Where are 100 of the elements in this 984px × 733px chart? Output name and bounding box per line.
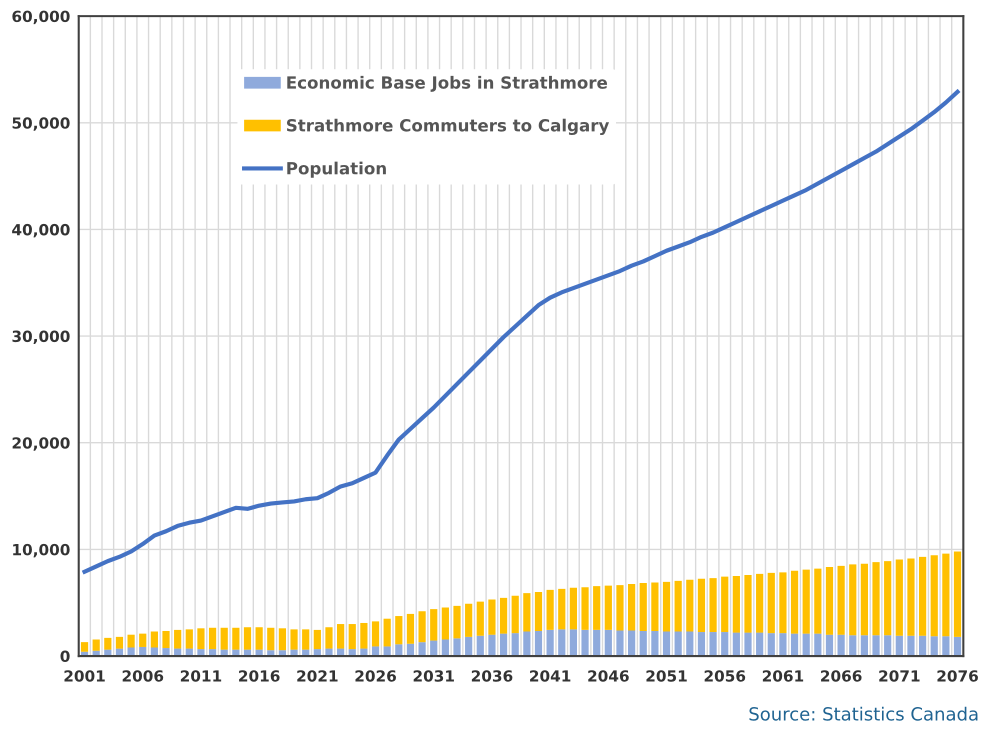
- bar: [80, 642, 88, 652]
- bar: [930, 636, 938, 656]
- bar: [500, 634, 508, 656]
- bar: [790, 570, 798, 634]
- bar: [942, 636, 950, 656]
- bar: [418, 642, 426, 656]
- bar: [918, 556, 926, 636]
- bar: [208, 628, 216, 650]
- bar: [814, 634, 822, 656]
- bar: [278, 628, 286, 650]
- bar: [290, 629, 298, 650]
- bar: [709, 632, 717, 656]
- bar: [488, 634, 496, 656]
- bar: [465, 604, 472, 637]
- bar: [116, 636, 124, 649]
- x-tick-label: 2061: [762, 670, 804, 682]
- bar: [174, 630, 182, 649]
- x-tick-label: 2031: [414, 670, 454, 682]
- bar: [732, 576, 740, 633]
- bar: [500, 598, 508, 634]
- bar: [546, 590, 554, 630]
- bar: [488, 600, 496, 635]
- legend-label: Economic Base Jobs in Strathmore: [287, 76, 608, 92]
- bar: [744, 632, 752, 656]
- bar: [395, 616, 402, 644]
- x-tick-label: 2006: [122, 670, 164, 682]
- legend-label: Strathmore Commuters to Calgary: [286, 118, 610, 135]
- bar: [768, 572, 775, 634]
- y-tick-label: 10,000: [13, 544, 70, 558]
- bar: [674, 580, 682, 632]
- x-tick-label: 2026: [355, 670, 396, 682]
- bar: [768, 633, 775, 656]
- bar: [732, 632, 740, 656]
- bar: [930, 555, 938, 636]
- bar: [651, 630, 658, 656]
- bar: [418, 611, 426, 642]
- y-tick-label: 20,000: [12, 437, 70, 451]
- bar: [849, 635, 856, 656]
- bar: [616, 585, 624, 630]
- bar: [884, 635, 892, 656]
- bar: [907, 636, 915, 656]
- bar: [756, 632, 764, 656]
- bar: [651, 582, 658, 631]
- bar: [465, 636, 472, 656]
- bar: [709, 578, 717, 632]
- x-tick-label: 2076: [937, 670, 978, 682]
- bar: [662, 632, 670, 656]
- bar: [384, 646, 391, 656]
- bar: [302, 629, 310, 650]
- bar: [674, 632, 682, 656]
- x-tick-label: 2016: [239, 670, 280, 682]
- bar: [430, 609, 438, 641]
- bar: [849, 564, 856, 636]
- bar: [779, 633, 787, 656]
- bar: [838, 634, 845, 656]
- y-tick-label: 0: [60, 650, 70, 662]
- x-tick-label: 2011: [180, 670, 222, 682]
- bar: [186, 629, 193, 649]
- bar: [884, 561, 892, 636]
- bar: [604, 630, 612, 656]
- bar: [186, 648, 193, 656]
- bar: [756, 574, 764, 633]
- bar: [686, 580, 694, 632]
- bar: [430, 640, 438, 656]
- bar: [802, 570, 810, 634]
- bar: [395, 644, 402, 656]
- bar: [593, 630, 600, 656]
- bar: [814, 568, 822, 634]
- bar: [384, 618, 391, 646]
- x-tick-label: 2041: [530, 670, 570, 682]
- bar: [534, 592, 542, 631]
- bar: [872, 562, 880, 636]
- bar: [616, 630, 624, 656]
- x-tick-label: 2066: [821, 670, 862, 682]
- bar: [896, 636, 903, 656]
- bar: [896, 560, 903, 636]
- bar: [127, 634, 135, 648]
- x-tick-label: 2046: [588, 670, 629, 682]
- bar: [256, 627, 263, 650]
- y-tick-label: 60,000: [12, 10, 70, 24]
- bar: [954, 552, 962, 637]
- x-tick-label: 2051: [646, 670, 687, 682]
- x-tick-label: 2021: [297, 670, 338, 682]
- bar: [150, 632, 158, 648]
- bar: [197, 628, 205, 650]
- bar: [314, 649, 321, 656]
- bar: [523, 593, 530, 632]
- bar: [476, 636, 484, 656]
- bar: [442, 608, 449, 640]
- bar: [779, 572, 787, 634]
- bar: [162, 630, 170, 648]
- bar: [802, 634, 810, 656]
- bar: [918, 636, 926, 656]
- bar: [628, 584, 636, 630]
- bar: [174, 648, 182, 656]
- legend-label: Population: [287, 162, 386, 178]
- bar: [139, 646, 146, 656]
- bar: [628, 630, 636, 656]
- bar: [453, 606, 461, 638]
- bar: [581, 630, 589, 656]
